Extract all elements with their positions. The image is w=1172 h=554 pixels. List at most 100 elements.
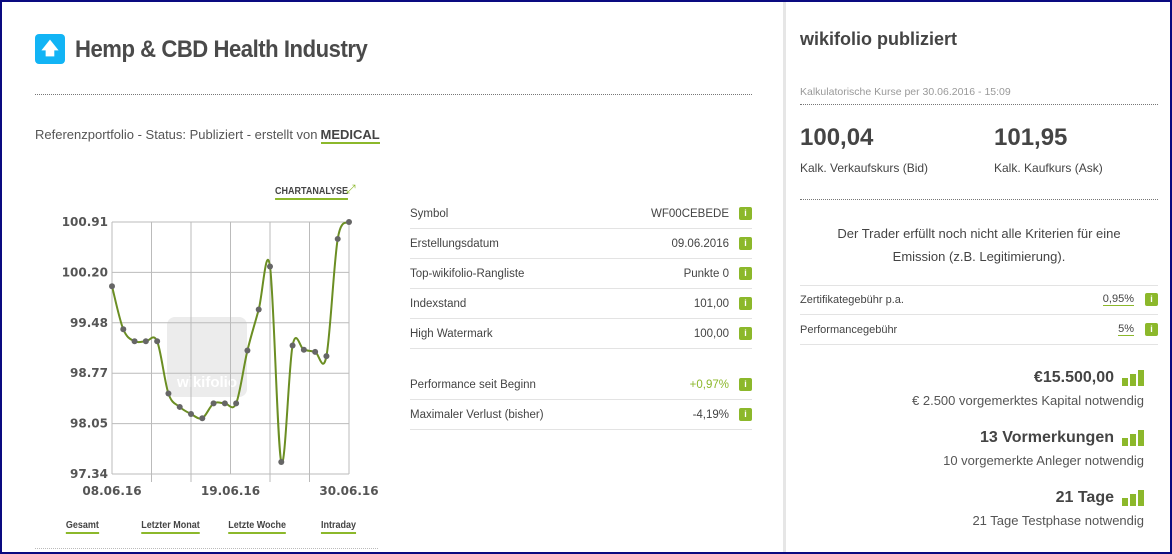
stat-detail: 21 Tage Testphase notwendig [972, 513, 1144, 528]
data-point [154, 338, 161, 345]
arrow-up-icon: 🡅 [35, 34, 65, 64]
info-icon[interactable]: i [739, 327, 752, 340]
divider [35, 548, 378, 549]
info-icon[interactable]: i [739, 237, 752, 250]
data-point [210, 400, 217, 407]
divider [800, 285, 1158, 286]
detail-row: Indexstand 101,00 i [410, 289, 752, 319]
detail-row: Top-wikifolio-Rangliste Punkte 0 i [410, 259, 752, 289]
panel-divider [783, 2, 786, 552]
info-icon[interactable]: i [1145, 293, 1158, 306]
period-gesamt[interactable]: Gesamt [65, 519, 99, 534]
ask-price: 101,95 [994, 124, 1068, 151]
detail-label: Erstellungsdatum [410, 237, 499, 250]
stat-testphase: 21 Tage 21 Tage Testphase notwendig [972, 489, 1144, 528]
detail-value: 09.06.2016 [671, 237, 729, 250]
data-point [142, 338, 149, 345]
info-icon[interactable]: i [1145, 323, 1158, 336]
author-link[interactable]: MEDICAL [320, 127, 380, 144]
data-point [278, 459, 285, 465]
data-point [312, 348, 319, 355]
y-tick-label: 97.34 [70, 467, 108, 481]
detail-value: Punkte 0 [683, 267, 729, 280]
info-icon[interactable]: i [739, 267, 752, 280]
emission-notice: Der Trader erfüllt noch nicht alle Krite… [837, 226, 1121, 264]
series-line [111, 221, 350, 464]
info-icon[interactable]: i [739, 297, 752, 310]
x-tick-label: 19.06.16 [201, 484, 260, 498]
side-title: wikifolio publiziert [800, 29, 957, 49]
ask-label: Kalk. Kaufkurs (Ask) [994, 161, 1103, 175]
x-tick-label: 30.06.16 [319, 484, 378, 498]
data-point [199, 415, 206, 422]
fee-value[interactable]: 0,95% [1102, 293, 1134, 306]
detail-label: Indexstand [410, 297, 467, 310]
stat-headline: 21 Tage [1055, 489, 1114, 506]
detail-row: High Watermark 100,00 i [410, 319, 752, 349]
stat-capital: €15.500,00 € 2.500 vorgemerktes Kapital n… [912, 369, 1144, 408]
divider [800, 199, 1158, 200]
data-point [109, 283, 115, 290]
detail-value: +0,97% [689, 378, 729, 391]
fee-row: Performancegebühr 5% i [800, 315, 1158, 345]
detail-value: 101,00 [693, 297, 729, 310]
detail-label: High Watermark [410, 327, 493, 340]
data-point [120, 326, 127, 333]
detail-row: Symbol WF00CEBEDE i [410, 199, 752, 229]
detail-value: 100,00 [693, 327, 729, 340]
fee-label: Zertifikategebühr p.a. [800, 293, 904, 306]
data-point [188, 411, 194, 417]
fee-label: Performancegebühr [800, 323, 898, 336]
info-icon[interactable]: i [739, 207, 752, 220]
expand-icon[interactable]: ⤢ [346, 182, 356, 196]
stat-detail: 10 vorgemerkte Anleger notwendig [943, 453, 1144, 468]
status-text: Referenzportfolio - Status: Publiziert -… [35, 127, 318, 142]
data-point [131, 338, 138, 345]
detail-label: Symbol [410, 207, 449, 220]
data-point [300, 346, 307, 353]
data-point [334, 235, 341, 242]
data-point [221, 400, 228, 407]
period-letzter-monat[interactable]: Letzter Monat [141, 519, 200, 534]
price-chart: wikifolio100.91100.2099.4898.7798.0597.3… [62, 215, 379, 498]
detail-label: Top-wikifolio-Rangliste [410, 267, 525, 280]
data-point [244, 347, 251, 354]
data-point [165, 390, 172, 397]
detail-row: Erstellungsdatum 09.06.2016 i [410, 229, 752, 259]
detail-label: Maximaler Verlust (bisher) [410, 408, 544, 421]
progress-bars-icon [1122, 430, 1144, 446]
progress-bars-icon [1122, 490, 1144, 506]
quote-timestamp: Kalkulatorische Kurse per 30.06.2016 - 1… [800, 86, 1011, 98]
y-tick-label: 100.91 [62, 215, 108, 229]
y-tick-label: 98.77 [70, 366, 108, 380]
period-letzte-woche[interactable]: Letzte Woche [228, 519, 287, 534]
bid-price: 100,04 [800, 124, 874, 151]
data-point [346, 219, 352, 225]
data-point [267, 263, 273, 270]
stat-vormerkungen: 13 Vormerkungen 10 vorgemerkte Anleger no… [943, 429, 1144, 468]
detail-row: Performance seit Beginn +0,97% i [410, 370, 752, 400]
divider [800, 104, 1158, 105]
fee-value[interactable]: 5% [1118, 323, 1134, 336]
period-intraday[interactable]: Intraday [320, 519, 356, 534]
y-tick-label: 98.05 [70, 417, 108, 431]
x-tick-label: 08.06.16 [82, 484, 141, 498]
info-icon[interactable]: i [739, 408, 752, 421]
chartanalyse-link[interactable]: CHARTANALYSE [275, 185, 349, 200]
y-tick-label: 100.20 [62, 265, 108, 279]
data-point [233, 400, 240, 407]
main-panel [2, 2, 783, 552]
stat-headline: €15.500,00 [1033, 369, 1114, 386]
wikifolio-watermark-logo [167, 317, 247, 397]
info-icon[interactable]: i [739, 378, 752, 391]
bid-label: Kalk. Verkaufskurs (Bid) [800, 161, 929, 175]
page-title: Hemp & CBD Health Industry [75, 36, 368, 63]
data-point [176, 403, 183, 410]
detail-value: WF00CEBEDE [651, 207, 729, 220]
stat-headline: 13 Vormerkungen [980, 429, 1114, 446]
data-point [289, 342, 296, 349]
divider [35, 94, 752, 95]
y-tick-label: 99.48 [70, 316, 108, 330]
detail-label: Performance seit Beginn [410, 378, 536, 391]
